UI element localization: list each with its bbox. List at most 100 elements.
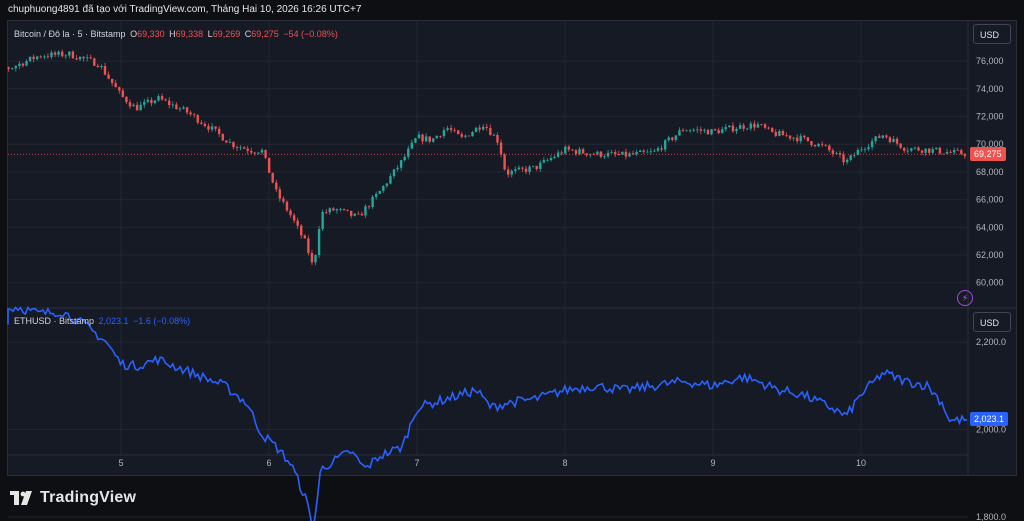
- eth-last-price-tag: 2,023.1: [970, 412, 1009, 427]
- btc-candle-body: [132, 104, 135, 107]
- btc-candle-body: [485, 126, 488, 128]
- btc-change: −54 (−0.08%): [283, 29, 338, 39]
- btc-candle-body: [146, 99, 150, 102]
- btc-candle-body: [78, 56, 82, 60]
- btc-candle-body: [96, 65, 100, 68]
- btc-candle-body: [14, 66, 18, 69]
- btc-candle-body: [860, 149, 863, 151]
- btc-candle-body: [11, 68, 14, 70]
- btc-candle-body: [678, 130, 681, 136]
- btc-candle-body: [539, 162, 542, 170]
- btc-candle-body: [899, 143, 902, 148]
- btc-candle-body: [482, 126, 485, 130]
- btc-candle-body: [160, 96, 164, 100]
- btc-candle-body: [596, 151, 599, 155]
- btc-candle-body: [535, 165, 538, 170]
- btc-candle-body: [781, 131, 785, 136]
- btc-candle-body: [681, 130, 685, 131]
- btc-candle-body: [942, 153, 945, 155]
- btc-candle-body: [93, 58, 96, 66]
- btc-candle-body: [135, 104, 139, 111]
- btc-candle-body: [85, 57, 89, 59]
- btc-candle-body: [963, 154, 967, 157]
- btc-candle-body: [257, 152, 260, 154]
- btc-candle-body: [171, 104, 174, 106]
- btc-candle-body: [738, 125, 742, 129]
- btc-candle-body: [649, 151, 653, 153]
- eth-currency-button[interactable]: USD: [973, 312, 1011, 332]
- btc-candle-body: [193, 114, 196, 116]
- btc-candle-body: [82, 56, 85, 59]
- btc-y-tick-label: 68,000: [976, 167, 1004, 177]
- btc-candle-body: [53, 52, 57, 55]
- btc-open-label: O: [130, 29, 138, 39]
- btc-candle-body: [788, 135, 792, 139]
- eth-value: 2,023.1: [98, 316, 129, 326]
- eth-symbol[interactable]: ETHUSD · Bitstamp: [14, 316, 95, 326]
- btc-candle-body: [699, 129, 703, 131]
- btc-candle-body: [446, 128, 449, 131]
- btc-candle-body: [89, 57, 92, 59]
- btc-legend: Bitcoin / Đô la · 5 · Bitstamp O69,330 H…: [14, 29, 340, 39]
- btc-candle-body: [317, 229, 321, 256]
- btc-candle-body: [713, 129, 717, 131]
- btc-candle-body: [674, 135, 678, 140]
- btc-candle-body: [417, 134, 421, 139]
- btc-candle-body: [271, 172, 274, 183]
- btc-candle-body: [885, 135, 888, 138]
- btc-candle-body: [139, 104, 142, 111]
- btc-candle-body: [938, 147, 942, 154]
- btc-candle-body: [385, 183, 389, 186]
- lightning-icon[interactable]: ⚡: [957, 290, 973, 306]
- btc-candle-body: [492, 134, 496, 136]
- btc-high-label: H: [169, 29, 176, 39]
- btc-candle-body: [114, 83, 117, 88]
- btc-last-price-tag: 69,275: [970, 147, 1006, 162]
- btc-candle-body: [349, 210, 353, 216]
- btc-currency-button[interactable]: USD: [973, 24, 1011, 44]
- btc-candle-body: [253, 152, 257, 154]
- btc-candle-body: [357, 213, 360, 215]
- btc-candle-body: [185, 107, 189, 113]
- btc-candle-body: [710, 129, 713, 135]
- btc-candle-body: [242, 147, 246, 149]
- btc-candle-body: [785, 135, 788, 137]
- btc-candle-body: [421, 134, 424, 142]
- btc-candle-body: [439, 135, 442, 137]
- btc-candle-body: [57, 51, 60, 55]
- btc-candle-body: [878, 136, 881, 138]
- x-tick-label: 8: [562, 458, 567, 468]
- btc-candle-body: [246, 148, 249, 151]
- btc-candle-body: [685, 130, 688, 132]
- eth-legend: ETHUSD · Bitstamp 2,023.1 −1.6 (−0.08%): [14, 316, 192, 326]
- btc-candle-body: [307, 238, 310, 254]
- btc-candle-body: [214, 126, 217, 129]
- btc-candle-body: [553, 156, 556, 158]
- btc-candle-body: [250, 150, 253, 153]
- btc-candle-body: [749, 123, 752, 129]
- btc-candle-body: [728, 125, 731, 128]
- btc-candle-body: [906, 150, 909, 152]
- btc-candle-body: [621, 151, 624, 155]
- btc-candle-body: [175, 104, 178, 110]
- x-tick-label: 6: [266, 458, 271, 468]
- btc-candle-body: [314, 255, 317, 263]
- btc-symbol[interactable]: Bitcoin / Đô la · 5 · Bitstamp: [14, 29, 126, 39]
- btc-candle-body: [589, 154, 592, 156]
- btc-y-tick-label: 66,000: [976, 195, 1004, 205]
- btc-candle-body: [335, 209, 339, 211]
- btc-candle-body: [225, 140, 228, 143]
- btc-candle-body: [168, 100, 171, 106]
- btc-candle-body: [731, 125, 735, 132]
- btc-candle-body: [217, 128, 221, 134]
- btc-candle-body: [178, 108, 182, 110]
- btc-candle-body: [564, 146, 567, 154]
- btc-candle-body: [724, 127, 728, 130]
- btc-candle-body: [931, 149, 934, 153]
- chart-frame[interactable]: [7, 20, 1017, 476]
- btc-candle-body: [399, 160, 403, 168]
- btc-candle-body: [717, 130, 720, 134]
- btc-candle-body: [631, 153, 635, 155]
- btc-candle-body: [292, 215, 296, 221]
